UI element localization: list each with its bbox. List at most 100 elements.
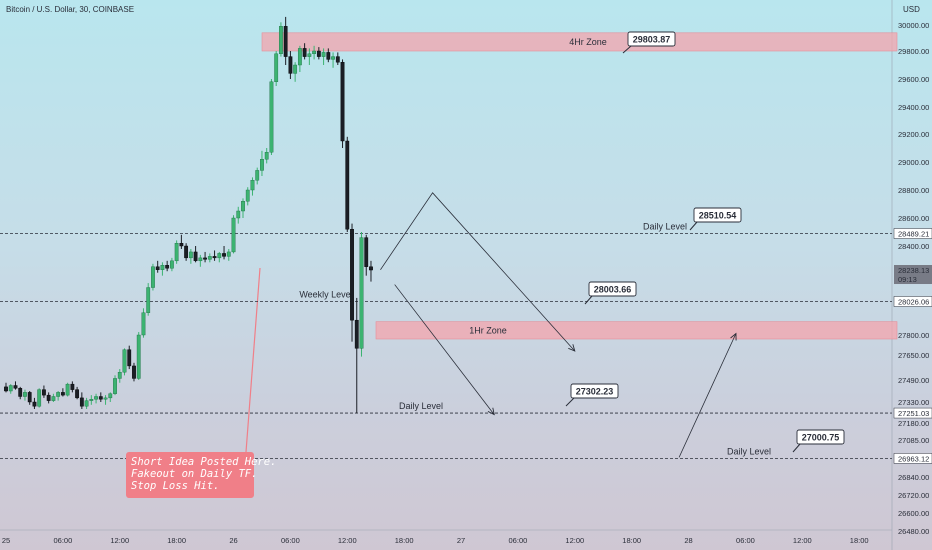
candle-body [302,48,307,57]
x-tick-label: 25 [2,536,10,545]
candle-body [288,56,293,74]
x-tick-label: 12:00 [793,536,812,545]
zone-rect [261,32,898,52]
callouts-layer: 29803.87 28510.54 28003.66 27302.23 27000.75 [565,31,845,453]
candle-body [279,26,283,54]
y-tick-label: 28600.00 [898,214,929,223]
candle-body [146,287,151,313]
candle-body [217,253,222,259]
x-tick-label: 18:00 [850,536,869,545]
price-tag-label: 27251.03 [898,409,929,418]
candle-body [231,217,236,253]
callout-value: 28003.66 [594,285,632,295]
candle-body [46,394,51,401]
currency-label: USD [903,5,920,14]
candle-body [364,237,369,267]
callout-value: 29803.87 [633,35,671,45]
candle-body [335,56,340,63]
callout-box[interactable] [570,383,619,399]
candle-body [155,266,160,270]
candle-body [350,228,354,321]
candle-body [207,256,212,260]
candle-body [269,81,274,153]
x-tick-label: 27 [457,536,465,545]
callout-box[interactable] [796,429,845,445]
countdown-label: 09:13 [898,275,917,284]
zones-layer: 4Hr Zone 1Hr Zone [261,32,898,340]
time-axis[interactable]: 25 06:00 12:00 18:00 26 06:00 12:00 18:00 27 06:0… [2,536,869,545]
candle-body [222,253,226,257]
candle-body [345,140,350,230]
candle-body [354,319,359,349]
y-tick-label: 28800.00 [898,186,929,195]
callout-tail [584,295,593,305]
x-tick-label: 26 [229,536,237,545]
callout-box[interactable] [627,31,676,47]
price-axis[interactable]: 30000.00 29800.00 29600.00 29400.00 29200.00… [893,21,932,536]
y-tick-label: 29000.00 [898,158,929,167]
candle-body [297,48,302,66]
candle-body [65,383,70,396]
candle-body [113,378,117,394]
candle-body [274,53,279,82]
x-tick-label: 18:00 [395,536,414,545]
x-tick-label: 18:00 [167,536,186,545]
candle-body [264,151,269,160]
x-tick-label: 12:00 [565,536,584,545]
price-tag [893,228,932,239]
candle-body [326,52,331,60]
candle-body [84,400,89,407]
candle-body [51,396,56,401]
candle-body [212,256,217,259]
candle-body [340,62,345,142]
candle-body [89,399,94,401]
x-tick-label: 12:00 [110,536,129,545]
y-tick-label: 27490.00 [898,376,929,385]
zone-rect [375,321,898,340]
candle-body [18,388,23,397]
candle-body [127,349,132,367]
candle-body [4,386,8,392]
candle-body [27,392,32,403]
candle-body [359,237,364,349]
candle-body [94,396,98,400]
callout-box[interactable] [588,281,637,297]
callout-tail [792,443,801,453]
y-tick-label: 29200.00 [898,130,929,139]
callout-tail [622,45,632,54]
candle-body [331,56,335,60]
x-tick-label: 18:00 [622,536,641,545]
candle-body [236,210,241,219]
candle-body [198,257,203,262]
candle-body [13,385,18,389]
candle-body [369,266,373,271]
candle-body [226,251,231,257]
candle-body [188,251,193,259]
y-tick-label: 30000.00 [898,21,929,30]
callout-box[interactable] [693,207,742,223]
candle-body [203,257,207,260]
candle-body [136,334,141,379]
candle-body [245,189,250,202]
projection-line [380,192,576,352]
candle-body [174,242,179,262]
y-tick-label: 28400.00 [898,242,929,251]
candle-body [79,397,84,407]
projection-line [394,284,495,415]
projection-line [678,333,737,458]
candle-body [316,50,321,57]
y-tick-label: 26600.00 [898,509,929,518]
candle-body [32,401,37,407]
candle-body [260,158,264,171]
level-label: Daily Level [399,401,443,411]
y-tick-label: 27650.00 [898,351,929,360]
arrow-head [568,344,576,352]
callout-tail [565,397,575,407]
y-tick-label: 29400.00 [898,103,929,112]
price-tag-label: 28238.13 [898,266,929,275]
price-tag-label: 26963.12 [898,454,929,463]
candle-body [307,53,312,57]
candle-body [108,393,113,399]
y-tick-label: 26840.00 [898,473,929,482]
